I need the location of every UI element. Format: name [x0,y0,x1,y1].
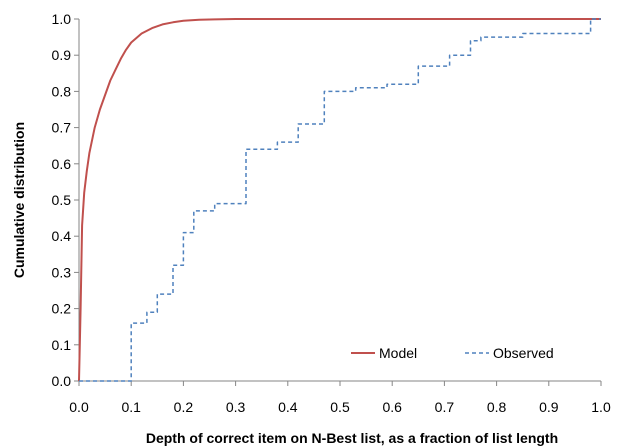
series-layer [78,18,601,382]
y-tick-label: 0.9 [52,47,72,63]
y-tick-label: 0.4 [52,228,72,244]
x-tick-label: 0.1 [121,399,141,415]
series-line-observed [79,18,601,382]
y-tick-label: 0.2 [52,301,72,317]
x-tick-label: 1.0 [591,399,611,415]
x-tick-label: 0.9 [539,399,559,415]
y-tick-label: 0.1 [52,337,72,353]
legend: Model Observed [351,345,554,361]
y-tick-label: 0.3 [52,264,72,280]
y-axis-title: Cumulative distribution [11,122,27,278]
y-tick-label: 1.0 [52,11,72,27]
x-axis-title: Depth of correct item on N-Best list, as… [146,430,558,446]
y-tick-label: 0.5 [52,192,72,208]
x-axis-ticks: 0.0 0.1 0.2 0.3 0.4 0.5 0.6 0.7 0.8 0.9 1.0 [69,381,611,415]
series-line-model [78,18,601,382]
x-tick-label: 0.0 [69,399,89,415]
x-tick-label: 0.8 [487,399,507,415]
y-tick-label: 0.8 [52,83,72,99]
x-tick-label: 0.6 [382,399,402,415]
y-tick-label: 0.0 [52,373,72,389]
x-tick-label: 0.5 [330,399,350,415]
y-tick-label: 0.7 [52,120,72,136]
legend-label-model: Model [379,345,417,361]
x-tick-label: 0.3 [226,399,246,415]
x-tick-label: 0.2 [174,399,194,415]
x-tick-label: 0.4 [278,399,298,415]
legend-label-observed: Observed [493,345,554,361]
x-tick-label: 0.7 [435,399,455,415]
y-axis-ticks: 0.0 0.1 0.2 0.3 0.4 0.5 0.6 0.7 0.8 0.9 1.0 [52,11,79,389]
y-tick-label: 0.6 [52,156,72,172]
